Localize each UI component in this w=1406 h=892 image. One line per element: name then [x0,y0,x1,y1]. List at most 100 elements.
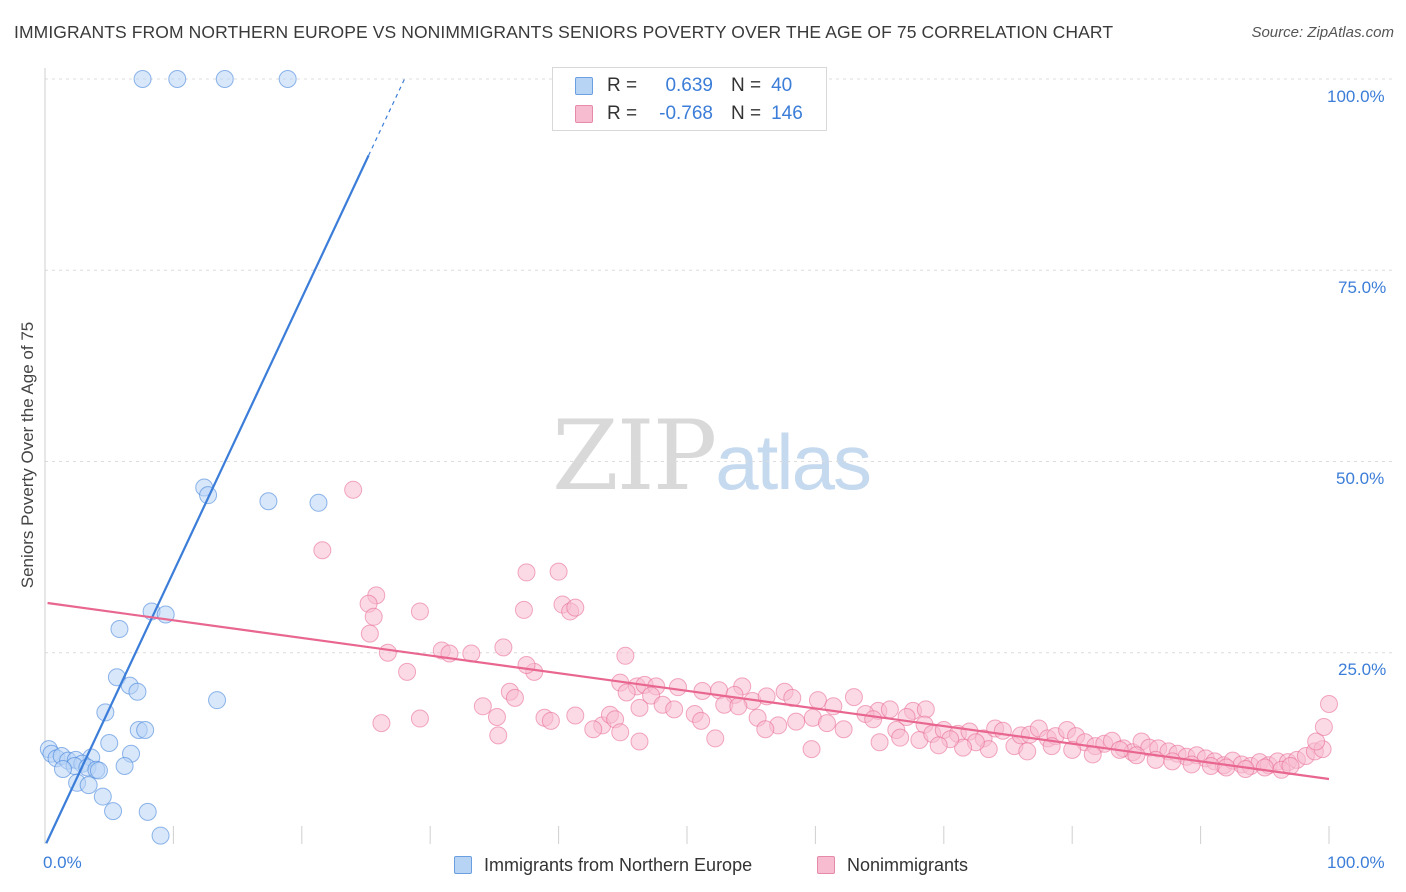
watermark-zip: ZIP [552,400,717,512]
legend-swatch-pink [575,105,593,123]
immigrants-point [89,761,108,780]
r-value: 0.639 [665,75,713,96]
legend-item-immigrants[interactable]: Immigrants from Northern Europe [454,852,752,878]
n-value: 40 [771,75,793,96]
immigrants-point [168,70,187,88]
immigrants-point [309,493,328,512]
nonimmigrants-point [929,736,948,755]
source-credit: Source: ZipAtlas.com [1251,24,1394,41]
nonimmigrants-point [1255,758,1274,777]
nonimmigrants-point [993,721,1012,740]
nonimmigrants-point [566,598,585,617]
nonimmigrants-point [1063,740,1082,759]
nonimmigrants-point [549,562,568,581]
nonimmigrants-point [844,688,863,707]
legend-swatch-blue [575,77,593,95]
nonimmigrants-point [1127,746,1146,765]
r-label: R = [607,75,638,96]
nonimmigrants-point [756,720,775,739]
nonimmigrants-point [954,738,973,757]
nonimmigrants-point [473,697,492,716]
y-tick-label: 75.0% [1338,278,1387,297]
nonimmigrants-point [630,698,649,717]
immigrants-point [53,760,72,779]
legend-row-immigrants: R = 0.639 N = 40 [575,73,792,99]
nonimmigrants-point [891,728,910,747]
nonimmigrants-point [808,691,827,710]
immigrants-point [79,776,98,795]
n-value: 146 [771,103,803,124]
nonimmigrants-point [364,607,383,626]
legend-label: Immigrants from Northern Europe [484,854,753,875]
nonimmigrants-point [706,729,725,748]
nonimmigrants-point [617,683,636,702]
nonimmigrants-point [410,709,429,728]
immigrants-point [138,802,157,821]
legend-swatch-blue [454,856,472,874]
nonimmigrants-point [616,646,635,665]
nonimmigrants-point [398,662,417,681]
nonimmigrants-point [611,723,630,742]
nonimmigrants-point [517,655,536,674]
nonimmigrants-point [1018,742,1037,761]
r-label: R = [607,103,638,124]
nonimmigrants-point [1163,752,1182,771]
nonimmigrants-point [505,688,524,707]
immigrants-point [208,691,227,710]
immigrants-trend-extension [368,78,406,156]
immigrants-point [199,486,218,505]
legend-item-nonimmigrants[interactable]: Nonimmigrants [817,852,968,878]
y-tick-label: 50.0% [1336,469,1385,488]
nonimmigrants-point [514,600,533,619]
immigrants-point [104,802,123,821]
nonimmigrants-point [1307,732,1326,751]
immigrants-point [100,734,119,753]
immigrants-point [93,787,112,806]
nonimmigrants-point [693,682,712,700]
nonimmigrants-point [378,643,397,662]
nonimmigrants-point [487,708,506,727]
nonimmigrants-point [870,733,889,752]
immigrants-point [278,70,297,88]
legend-swatch-pink [817,856,835,874]
nonimmigrants-point [410,602,429,621]
immigrants-point [215,70,234,88]
nonimmigrants-point [817,714,836,733]
immigrants-point [133,70,152,88]
immigrants-point [110,620,129,639]
nonimmigrants-point [494,638,513,657]
chart-title: IMMIGRANTS FROM NORTHERN EUROPE VS NONIM… [14,22,1114,42]
nonimmigrants-point [1201,756,1220,775]
correlation-legend: R = 0.639 N = 40 R = -0.768 N = 146 [552,67,827,131]
nonimmigrants-point [630,732,649,751]
y-tick-label: 100.0% [1327,87,1385,106]
nonimmigrants-point [489,726,508,745]
immigrants-point [151,826,170,845]
nonimmigrants-point [1314,717,1333,736]
y-tick-label: 25.0% [1338,660,1387,679]
nonimmigrants-point [897,708,916,727]
nonimmigrants-point [584,720,603,739]
nonimmigrants-point [692,711,711,730]
r-value: -0.768 [659,103,713,124]
immigrants-point [115,756,134,775]
nonimmigrants-point [1320,695,1338,714]
nonimmigrants-point [1217,758,1236,777]
nonimmigrants-point [864,710,883,729]
nonimmigrants-point [372,714,391,733]
nonimmigrants-point [834,720,853,739]
immigrants-point [136,721,155,740]
legend-label: Nonimmigrants [847,854,969,875]
immigrants-point [259,492,278,511]
y-axis-label: Seniors Poverty Over the Age of 75 [18,321,37,589]
nonimmigrants-point [1083,745,1102,764]
n-label: N = [731,75,762,96]
nonimmigrants-point [313,541,332,560]
immigrants-point [128,682,147,701]
immigrants-trend-line [45,155,370,844]
nonimmigrants-point [665,700,684,719]
nonimmigrants-point [344,480,363,499]
nonimmigrants-point [517,563,536,582]
nonimmigrants-trend-line [47,601,1330,781]
